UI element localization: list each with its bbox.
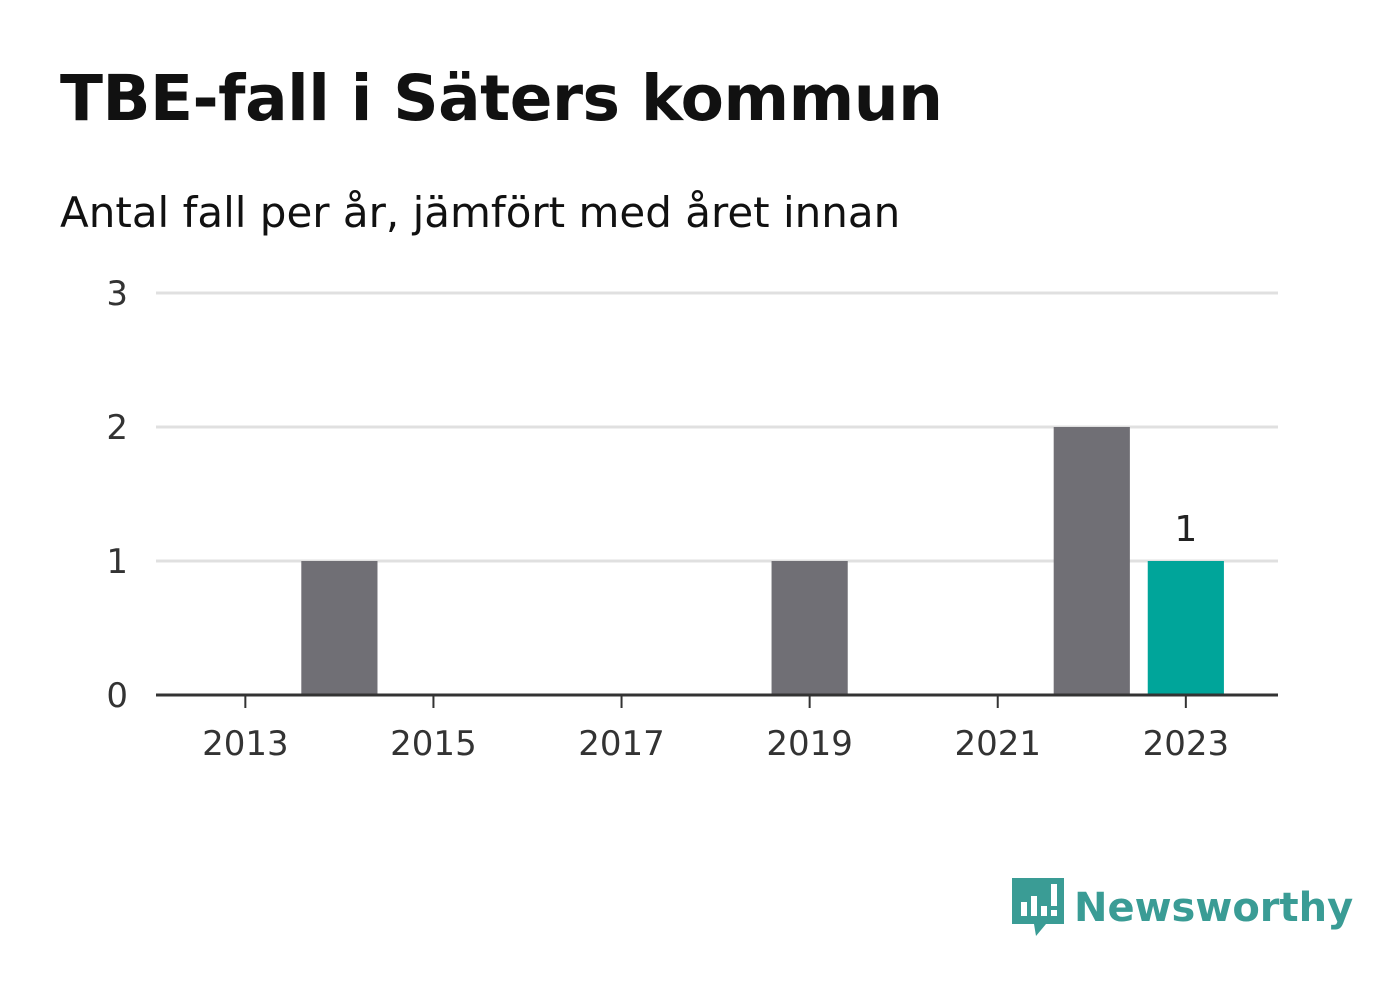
x-tick-label: 2013 bbox=[202, 724, 289, 764]
data-label: 1 bbox=[1174, 509, 1197, 550]
brand-name: Newsworthy bbox=[1074, 885, 1354, 931]
bar bbox=[771, 561, 848, 695]
bar-chart-speech-bubble-icon bbox=[1012, 878, 1064, 936]
bar bbox=[1147, 561, 1224, 695]
y-tick-label: 2 bbox=[106, 408, 128, 448]
x-tick-label: 2021 bbox=[954, 724, 1041, 764]
bar bbox=[1053, 427, 1130, 695]
chart-subtitle: Antal fall per år, jämfört med året inna… bbox=[60, 188, 901, 237]
chart-title: TBE-fall i Säters kommun bbox=[60, 62, 943, 135]
y-tick-label: 0 bbox=[106, 676, 128, 716]
x-tick-label: 2017 bbox=[578, 724, 665, 764]
y-tick-label: 3 bbox=[106, 274, 128, 314]
y-tick-label: 1 bbox=[106, 542, 128, 582]
bar bbox=[301, 561, 378, 695]
newsworthy-logo: Newsworthy bbox=[1012, 878, 1353, 938]
bar-chart: 0 1 2 3 2013 2015 2017 2019 2021 2023 1 bbox=[106, 274, 1278, 764]
x-tick-label: 2019 bbox=[766, 724, 853, 764]
x-tick-label: 2015 bbox=[390, 724, 477, 764]
x-tick-label: 2023 bbox=[1143, 724, 1230, 764]
